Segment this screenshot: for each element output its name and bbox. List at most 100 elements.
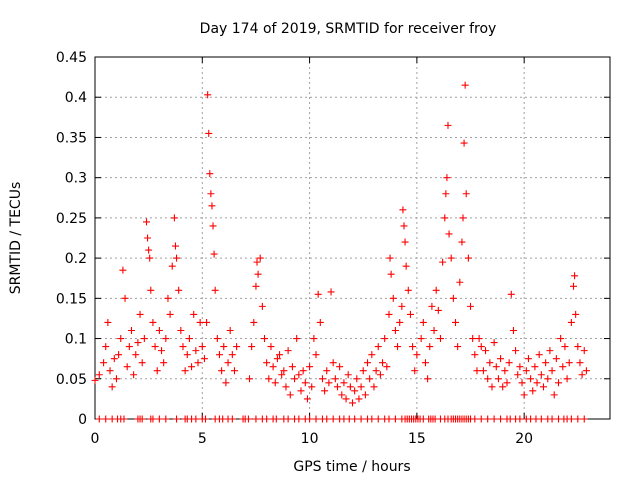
- data-point: [475, 335, 483, 343]
- data-point: [544, 375, 552, 383]
- data-point: [366, 375, 374, 383]
- data-point: [299, 367, 307, 375]
- data-point: [325, 379, 333, 387]
- data-point: [497, 355, 505, 363]
- data-point: [316, 318, 324, 326]
- zero-data-point: [295, 415, 303, 423]
- data-point: [267, 343, 275, 351]
- data-point: [514, 371, 522, 379]
- data-point: [471, 351, 479, 359]
- data-point: [288, 363, 296, 371]
- data-point: [524, 355, 532, 363]
- data-point: [428, 302, 436, 310]
- data-point: [449, 294, 457, 302]
- data-point: [571, 272, 579, 280]
- data-point: [546, 347, 554, 355]
- data-point: [252, 282, 260, 290]
- data-point: [444, 121, 452, 129]
- data-point: [226, 327, 234, 335]
- data-point: [164, 294, 172, 302]
- data-point: [160, 359, 168, 367]
- data-point: [155, 327, 163, 335]
- data-point: [434, 306, 442, 314]
- data-point: [557, 335, 565, 343]
- data-point: [168, 262, 176, 270]
- data-point: [383, 363, 391, 371]
- data-point: [108, 383, 116, 391]
- data-point: [218, 367, 226, 375]
- data-point: [327, 288, 335, 296]
- data-point: [134, 339, 142, 347]
- data-point: [461, 81, 469, 89]
- zero-data-point: [149, 415, 157, 423]
- data-point: [456, 278, 464, 286]
- data-point: [112, 375, 120, 383]
- data-point: [213, 335, 221, 343]
- data-point: [359, 367, 367, 375]
- data-point: [409, 343, 417, 351]
- data-point: [459, 214, 467, 222]
- data-point: [276, 351, 284, 359]
- data-point: [548, 367, 556, 375]
- data-point: [318, 375, 326, 383]
- data-point: [533, 379, 541, 387]
- data-point: [512, 347, 520, 355]
- data-point: [555, 379, 562, 387]
- data-point: [211, 286, 219, 294]
- data-point: [389, 294, 397, 302]
- data-point: [387, 270, 395, 278]
- data-point: [110, 355, 118, 363]
- data-point: [147, 286, 155, 294]
- data-point: [567, 318, 575, 326]
- data-point: [123, 363, 131, 371]
- data-point: [230, 367, 238, 375]
- data-point: [385, 310, 393, 318]
- data-point: [398, 302, 406, 310]
- data-point: [333, 383, 341, 391]
- y-tick-label: 0.4: [65, 90, 87, 106]
- data-point: [404, 286, 412, 294]
- data-point: [505, 359, 513, 367]
- data-point: [419, 318, 427, 326]
- data-point: [170, 214, 178, 222]
- y-tick-label: 0.15: [56, 291, 87, 307]
- data-point: [145, 246, 153, 254]
- data-point: [445, 230, 453, 238]
- data-point: [144, 234, 152, 242]
- data-point: [372, 367, 380, 375]
- data-point: [439, 258, 447, 266]
- data-point: [379, 359, 387, 367]
- data-point: [469, 335, 477, 343]
- zero-data-point: [548, 415, 556, 423]
- data-point: [417, 335, 425, 343]
- data-point: [340, 379, 348, 387]
- data-point: [361, 391, 369, 399]
- data-point: [146, 254, 154, 262]
- x-tick-label: 0: [91, 431, 100, 447]
- data-point: [138, 359, 146, 367]
- zero-data-point: [244, 415, 252, 423]
- zero-data-point: [138, 415, 146, 423]
- zero-data-point: [228, 415, 236, 423]
- data-point: [136, 310, 144, 318]
- data-point: [220, 343, 228, 351]
- data-point: [507, 290, 515, 298]
- data-point: [473, 367, 481, 375]
- data-point: [539, 383, 547, 391]
- data-point: [271, 379, 279, 387]
- data-point: [200, 355, 208, 363]
- data-point: [582, 367, 590, 375]
- axis-ticks: 0 0.05 0.1 0.15 0.2 0.25 0.3 0.35 0.4 0.45 0 5 10 15 2…: [56, 50, 610, 447]
- x-tick-label: 20: [515, 431, 533, 447]
- y-tick-label: 0.25: [56, 211, 87, 227]
- data-point: [321, 387, 329, 395]
- data-point: [303, 395, 311, 403]
- data-point: [535, 351, 543, 359]
- data-point: [100, 359, 108, 367]
- data-point: [364, 359, 372, 367]
- data-point: [295, 371, 303, 379]
- zero-data-point: [567, 415, 575, 423]
- data-point: [552, 355, 560, 363]
